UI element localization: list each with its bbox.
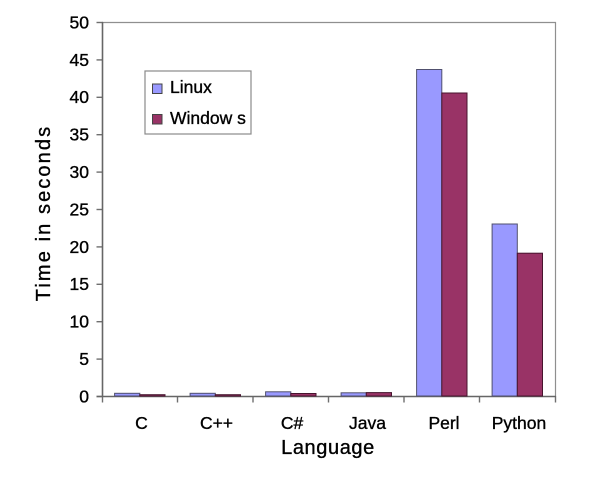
svg-text:20: 20 bbox=[70, 237, 90, 257]
svg-text:50: 50 bbox=[70, 12, 90, 32]
svg-text:15: 15 bbox=[70, 274, 89, 294]
svg-text:5: 5 bbox=[79, 349, 89, 369]
svg-text:30: 30 bbox=[70, 162, 90, 182]
svg-text:Linux: Linux bbox=[170, 77, 212, 97]
svg-text:C: C bbox=[135, 413, 148, 433]
svg-text:Language: Language bbox=[281, 437, 375, 459]
svg-text:C#: C# bbox=[281, 413, 304, 433]
svg-text:Perl: Perl bbox=[428, 413, 459, 433]
svg-text:10: 10 bbox=[70, 312, 90, 332]
svg-text:Java: Java bbox=[349, 413, 386, 433]
svg-text:35: 35 bbox=[70, 125, 89, 145]
svg-text:Python: Python bbox=[492, 413, 546, 433]
svg-text:Time in seconds: Time in seconds bbox=[33, 125, 55, 301]
svg-text:40: 40 bbox=[70, 87, 90, 107]
svg-text:25: 25 bbox=[70, 199, 89, 219]
svg-text:C++: C++ bbox=[200, 413, 233, 433]
svg-text:Window s: Window s bbox=[170, 108, 246, 128]
svg-text:45: 45 bbox=[70, 50, 89, 70]
svg-text:0: 0 bbox=[79, 386, 89, 406]
